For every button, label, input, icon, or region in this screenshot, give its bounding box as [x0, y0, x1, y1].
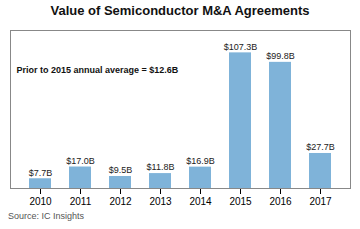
svg-text:Prior to 2015 annual average =: Prior to 2015 annual average = $12.6B — [17, 65, 179, 75]
svg-text:2010: 2010 — [29, 196, 52, 207]
svg-text:$7.7B: $7.7B — [29, 168, 53, 178]
svg-text:2014: 2014 — [189, 196, 212, 207]
svg-text:2012: 2012 — [109, 196, 132, 207]
svg-text:$27.7B: $27.7B — [306, 142, 335, 152]
html-text:Value of Semiconductor M&A Agr: Value of Semiconductor M&A Agreements — [50, 3, 310, 18]
svg-text:$9.5B: $9.5B — [109, 165, 133, 175]
svg-text:$16.9B: $16.9B — [186, 156, 215, 166]
svg-text:2017: 2017 — [309, 196, 332, 207]
svg-text:2015: 2015 — [229, 196, 252, 207]
svg-text:$107.3B: $107.3B — [224, 42, 258, 52]
svg-text:$17.0B: $17.0B — [66, 156, 95, 166]
svg-text:2011: 2011 — [70, 196, 92, 207]
svg-text:$99.8B: $99.8B — [266, 51, 295, 61]
svg-text:2016: 2016 — [269, 196, 292, 207]
svg-text:2013: 2013 — [149, 196, 172, 207]
html-text:Source: IC Insights: Source: IC Insights — [8, 211, 84, 221]
svg-text:$11.8B: $11.8B — [147, 162, 175, 172]
